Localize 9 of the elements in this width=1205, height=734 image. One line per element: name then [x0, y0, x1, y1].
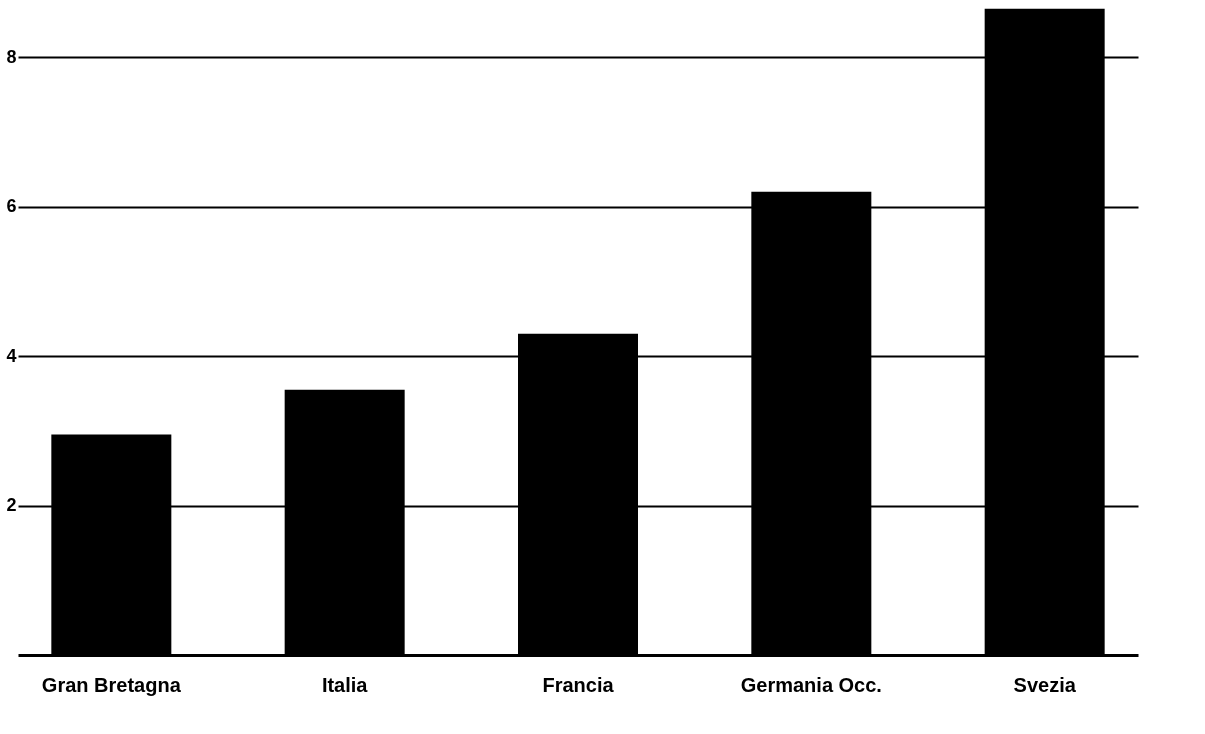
- y-tick-label: 8: [6, 46, 17, 67]
- y-tick-label: 6: [6, 196, 17, 217]
- x-tick-label: Gran Bretagna: [41, 673, 182, 696]
- y-tick-label: 4: [6, 345, 17, 366]
- x-tick-label: Germania Occ.: [740, 673, 882, 696]
- x-tick-label: Francia: [542, 673, 615, 696]
- x-tick-label: Italia: [321, 673, 369, 696]
- x-tick-label: Svezia: [1013, 673, 1077, 696]
- y-tick-label: 2: [6, 495, 17, 516]
